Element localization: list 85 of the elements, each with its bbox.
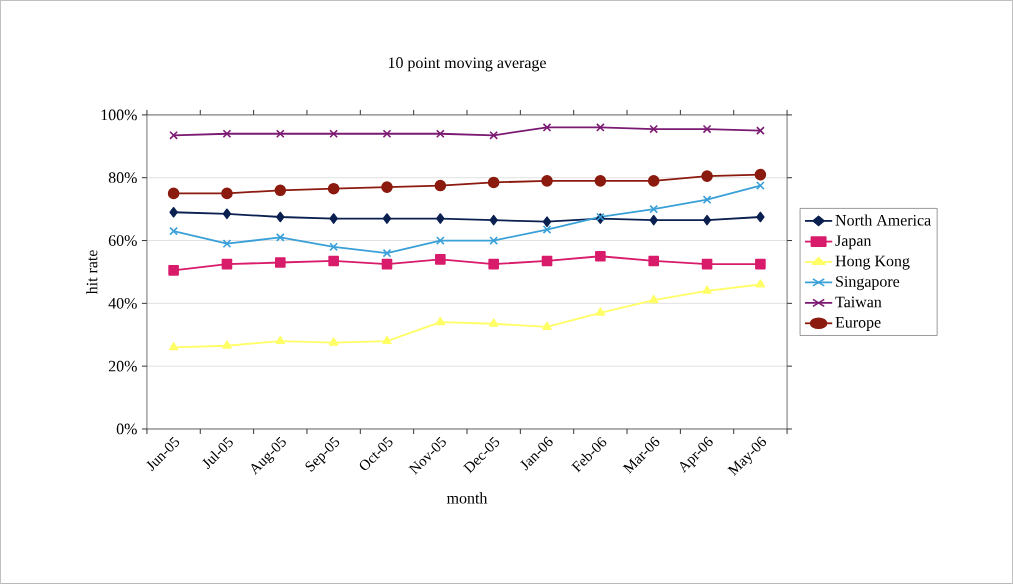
point [328, 337, 339, 346]
point [381, 181, 393, 193]
point [487, 176, 500, 189]
chart-title: 10 point moving average [388, 57, 546, 72]
point [169, 207, 178, 218]
point [754, 168, 767, 181]
legend-label: Hong Kong [835, 255, 910, 270]
point [702, 124, 712, 134]
point [275, 129, 285, 139]
point [489, 236, 499, 245]
point [649, 204, 659, 214]
point [594, 175, 607, 187]
point [702, 285, 712, 294]
point [168, 265, 179, 276]
point [649, 294, 659, 304]
point [755, 258, 766, 270]
point [382, 129, 392, 139]
point [275, 335, 285, 345]
point [596, 123, 605, 132]
point [169, 131, 178, 140]
point [274, 184, 287, 197]
point [756, 181, 765, 190]
point [221, 258, 233, 270]
y-tick-label: 20% [108, 360, 137, 372]
point [328, 255, 339, 267]
point [541, 175, 553, 187]
point [168, 342, 179, 351]
x-axis-title: month [446, 492, 488, 504]
point [221, 187, 233, 200]
legend-label: Taiwan [835, 296, 882, 308]
point [222, 340, 232, 349]
point [274, 257, 286, 268]
point [542, 321, 552, 330]
point [649, 214, 658, 226]
point [701, 170, 713, 182]
point [542, 123, 552, 132]
point [648, 255, 660, 267]
point [702, 214, 712, 226]
point [329, 129, 338, 139]
point [701, 258, 713, 270]
point [382, 335, 392, 345]
y-tick-label: 60% [108, 235, 137, 246]
point [167, 187, 180, 200]
point [222, 129, 232, 139]
point [542, 225, 552, 234]
point [755, 279, 766, 288]
point [436, 213, 445, 224]
legend-label: North America [835, 214, 931, 226]
point [382, 213, 392, 224]
point [702, 195, 712, 205]
point [489, 131, 499, 140]
y-tick-label: 100% [101, 109, 137, 121]
point [435, 129, 445, 139]
legend-label: Singapore [836, 276, 900, 291]
point [488, 258, 499, 270]
point [489, 214, 498, 226]
point [542, 216, 552, 228]
point [275, 233, 285, 242]
point [756, 211, 765, 223]
point [649, 124, 659, 134]
point [327, 182, 340, 195]
y-tick-label: 40% [108, 298, 137, 309]
y-tick-label: 80% [108, 172, 137, 184]
point [435, 254, 446, 265]
point [222, 208, 232, 220]
point [488, 318, 499, 327]
legend-label: Europe [835, 317, 881, 331]
point [169, 226, 178, 236]
point [329, 242, 338, 252]
point [595, 307, 606, 316]
y-tick-label: 0% [116, 423, 137, 435]
point [329, 213, 338, 224]
point [647, 175, 660, 187]
point [541, 255, 553, 267]
point [756, 126, 765, 135]
legend-label: Japan [835, 235, 872, 250]
point [595, 250, 606, 262]
point [222, 239, 232, 249]
point [381, 258, 393, 270]
point [276, 211, 285, 223]
point [434, 179, 447, 192]
point [382, 248, 392, 258]
y-axis-title: hit rate [86, 250, 98, 295]
point [435, 236, 445, 245]
point [435, 316, 446, 326]
